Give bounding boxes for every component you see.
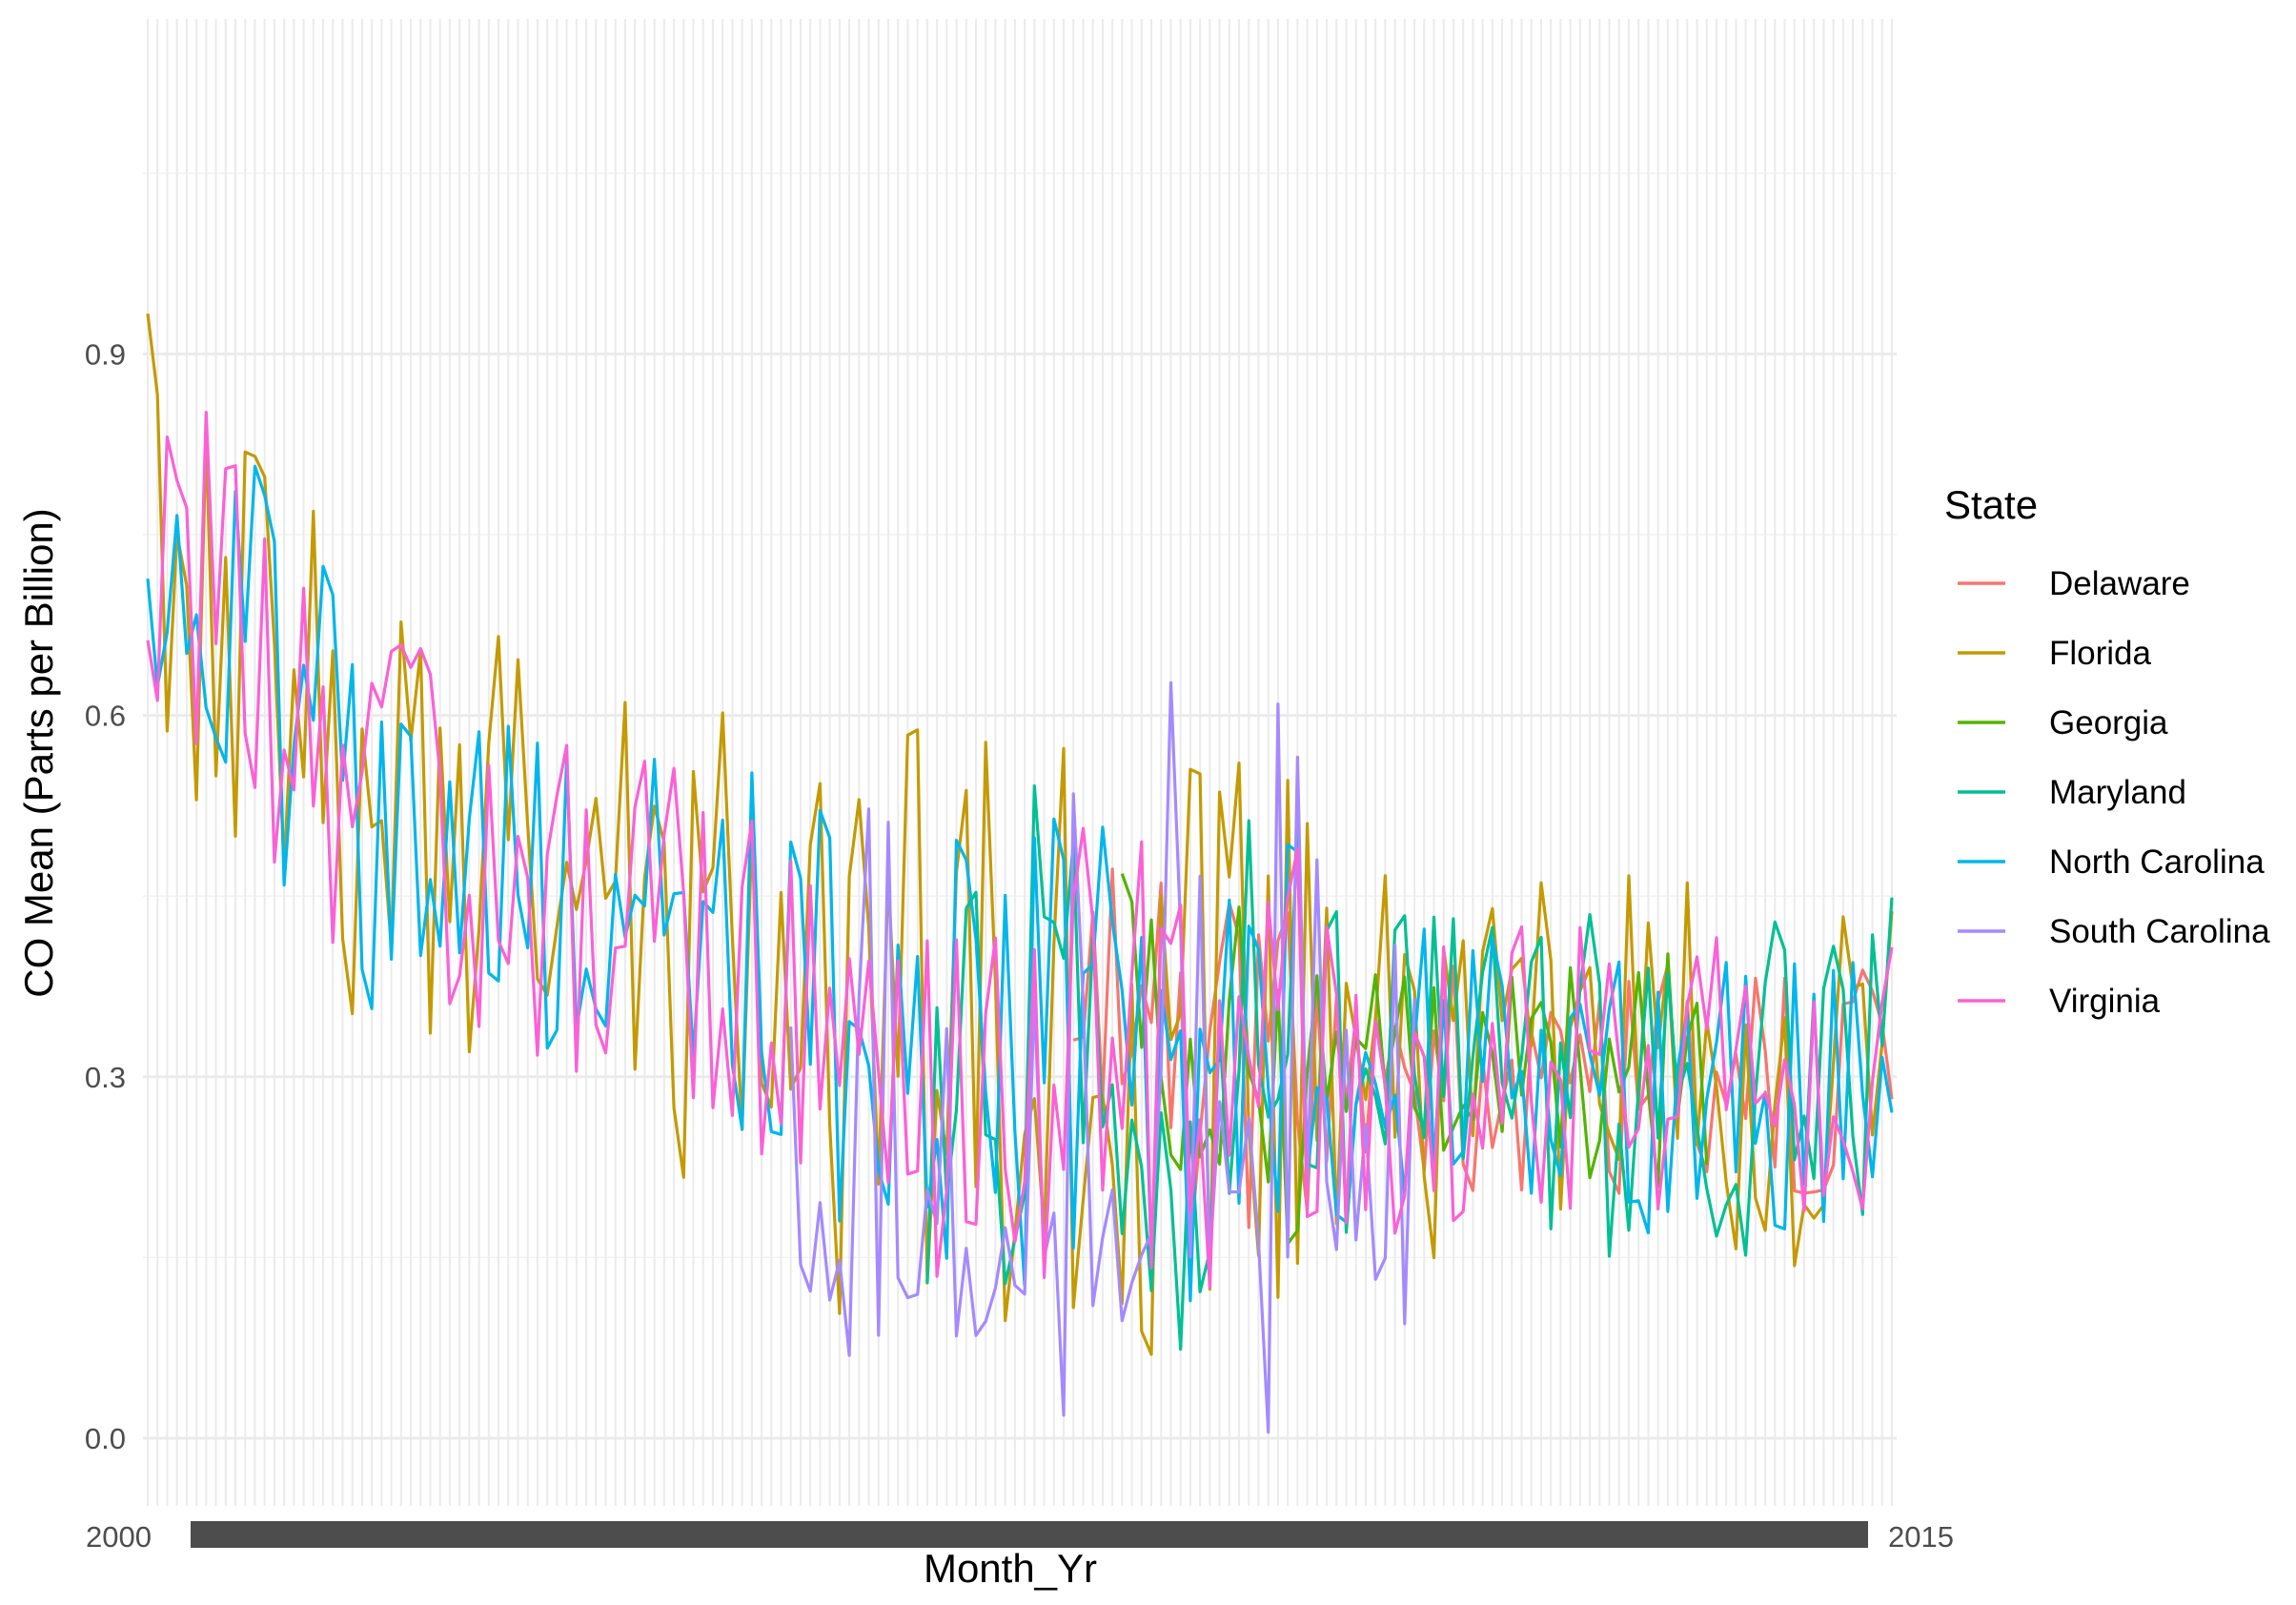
series-layer: [146, 313, 1894, 1434]
x-axis-title: Month_Yr: [924, 1546, 1097, 1591]
series-line-georgia: [1120, 873, 1709, 1246]
y-tick-label: 0.3: [85, 1061, 126, 1094]
legend-label: Georgia: [2049, 704, 2168, 742]
legend-label: Florida: [2049, 635, 2152, 672]
legend-item: Virginia: [1958, 983, 2161, 1020]
x-tick-label-band: [191, 1521, 1868, 1548]
x-tick-label-last: 2015: [1888, 1520, 1954, 1554]
legend-label: South Carolina: [2049, 913, 2270, 950]
legend-items: Delaware Florida Georgia Maryland North Caro…: [1958, 565, 2270, 1020]
legend: State Delaware Florida Georgia Maryland Nort…: [1944, 482, 2270, 1020]
legend-item: Georgia: [1958, 704, 2168, 742]
legend-item: Delaware: [1958, 565, 2190, 602]
legend-item: Maryland: [1958, 774, 2186, 811]
x-tick-label-first: 2000: [86, 1520, 152, 1554]
x-tick-labels: 2000 2015: [86, 1520, 1954, 1554]
legend-label: Virginia: [2049, 983, 2161, 1020]
y-tick-label: 0.6: [85, 700, 126, 733]
legend-label: Maryland: [2049, 774, 2186, 811]
series-line-virginia: [146, 411, 1894, 1289]
legend-label: North Carolina: [2049, 843, 2265, 881]
series-line-maryland: [925, 784, 1894, 1351]
y-axis-title: CO Mean (Parts per Billion): [16, 508, 61, 998]
legend-title: State: [1944, 482, 2038, 527]
legend-item: North Carolina: [1958, 843, 2265, 881]
legend-label: Delaware: [2049, 565, 2190, 602]
legend-item: Florida: [1958, 635, 2152, 672]
series-line-south-carolina: [789, 681, 1416, 1434]
y-tick-labels: 0.0 0.3 0.6 0.9: [85, 337, 126, 1455]
y-tick-label: 0.0: [85, 1422, 126, 1455]
legend-item: South Carolina: [1958, 913, 2270, 950]
y-tick-label: 0.9: [85, 337, 126, 371]
